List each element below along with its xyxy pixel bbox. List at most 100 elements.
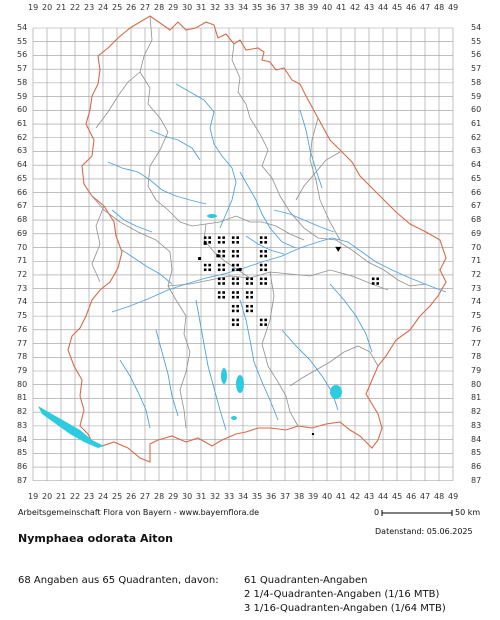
district-border: [91, 205, 105, 283]
column-label: 33: [224, 3, 235, 12]
record-quadrant-square: [217, 250, 221, 253]
row-label: 55: [17, 36, 28, 46]
column-label: 30: [182, 492, 193, 501]
record-quadrant-square: [371, 277, 375, 281]
row-label: 87: [471, 475, 482, 485]
column-label: 28: [154, 492, 165, 501]
record-quadrant-square: [231, 323, 235, 326]
record-quadrant-square: [259, 318, 263, 322]
row-label: 67: [17, 201, 28, 211]
summary-line-3: 3 1/16-Quadranten-Angaben (1/64 MTB): [244, 603, 446, 614]
row-label: 58: [17, 77, 28, 87]
record-quadrant-square: [259, 263, 263, 267]
row-label: 79: [17, 366, 28, 375]
column-label: 47: [420, 492, 431, 501]
row-label: 78: [17, 352, 28, 362]
record-partial-quadrant-square: [238, 267, 242, 271]
column-label: 47: [420, 3, 431, 12]
record-quadrant-square: [222, 291, 225, 294]
row-label: 76: [17, 324, 28, 334]
record-quadrant-square: [245, 304, 249, 308]
record-quadrant-square: [222, 282, 225, 285]
row-label: 78: [471, 352, 482, 362]
record-quadrant-square: [236, 263, 239, 267]
row-label: 76: [471, 324, 482, 334]
row-label: 57: [471, 64, 482, 74]
river: [119, 359, 151, 429]
column-label: 21: [56, 492, 67, 501]
record-quadrant-square: [259, 277, 263, 281]
district-border: [231, 43, 427, 287]
column-label: 21: [56, 3, 67, 12]
record-quadrant-square: [259, 268, 263, 272]
date-text: Datenstand: 05.06.2025: [375, 527, 473, 536]
column-label: 36: [266, 492, 277, 501]
record-quadrant-square: [245, 295, 249, 299]
row-label: 79: [471, 366, 482, 375]
record-quadrant-square: [231, 277, 235, 281]
row-label: 62: [471, 132, 482, 142]
row-label: 77: [17, 338, 28, 348]
district-border: [95, 71, 141, 129]
column-label: 20: [42, 3, 53, 12]
summary-left: 68 Angaben aus 65 Quadranten, davon:: [18, 575, 219, 586]
row-label: 69: [471, 228, 482, 238]
record-quadrant-square: [231, 263, 235, 267]
column-label: 49: [448, 492, 459, 501]
column-label: 20: [42, 492, 53, 501]
river: [175, 83, 237, 229]
record-quadrant-square: [264, 277, 267, 281]
row-label: 74: [471, 297, 482, 307]
record-quadrant-square: [208, 241, 211, 244]
lake-chiemsee: [330, 385, 342, 399]
column-label: 48: [434, 3, 445, 12]
column-label: 40: [322, 3, 333, 12]
river: [149, 129, 201, 161]
record-quadrant-square: [259, 282, 263, 285]
record-quadrant-square: [231, 295, 235, 299]
row-label: 56: [17, 50, 28, 60]
record-quadrant-square: [217, 268, 221, 272]
record-quadrant-square: [217, 241, 221, 244]
river: [329, 283, 373, 353]
row-label: 84: [471, 434, 482, 444]
lake: [236, 375, 244, 393]
column-label: 31: [196, 492, 207, 501]
river: [121, 249, 173, 285]
row-label: 75: [17, 311, 28, 321]
row-label: 81: [17, 393, 28, 403]
column-label: 27: [140, 3, 151, 12]
record-quadrant-square: [376, 282, 379, 285]
record-quadrant-square: [236, 277, 239, 281]
row-label: 81: [471, 393, 482, 403]
row-label: 70: [471, 242, 482, 252]
record-quadrant-square: [250, 309, 253, 313]
record-quadrant-square: [245, 277, 249, 281]
district-border: [295, 151, 341, 201]
record-quadrant-square: [245, 291, 249, 294]
column-label: 26: [126, 3, 137, 12]
row-label: 72: [471, 269, 482, 279]
column-label: 22: [70, 3, 81, 12]
record-quadrant-square: [264, 282, 267, 285]
column-label: 35: [252, 3, 263, 12]
district-border: [91, 195, 191, 429]
record-quadrant-square: [264, 323, 267, 326]
district-border: [167, 269, 389, 291]
record-quadrant-square: [236, 236, 239, 239]
record-quadrant-square: [222, 241, 225, 244]
row-label: 63: [17, 146, 28, 156]
row-label: 67: [471, 201, 482, 211]
column-label: 24: [98, 492, 109, 501]
column-label: 22: [70, 492, 81, 501]
row-label: 74: [17, 297, 28, 307]
river: [239, 299, 279, 421]
record-quadrant-square: [231, 241, 235, 244]
record-quadrant-square: [236, 304, 239, 308]
column-label: 19: [28, 3, 39, 12]
record-quadrant-square: [231, 254, 235, 258]
river: [111, 237, 447, 313]
column-label: 42: [350, 492, 361, 501]
row-label: 66: [17, 187, 28, 197]
